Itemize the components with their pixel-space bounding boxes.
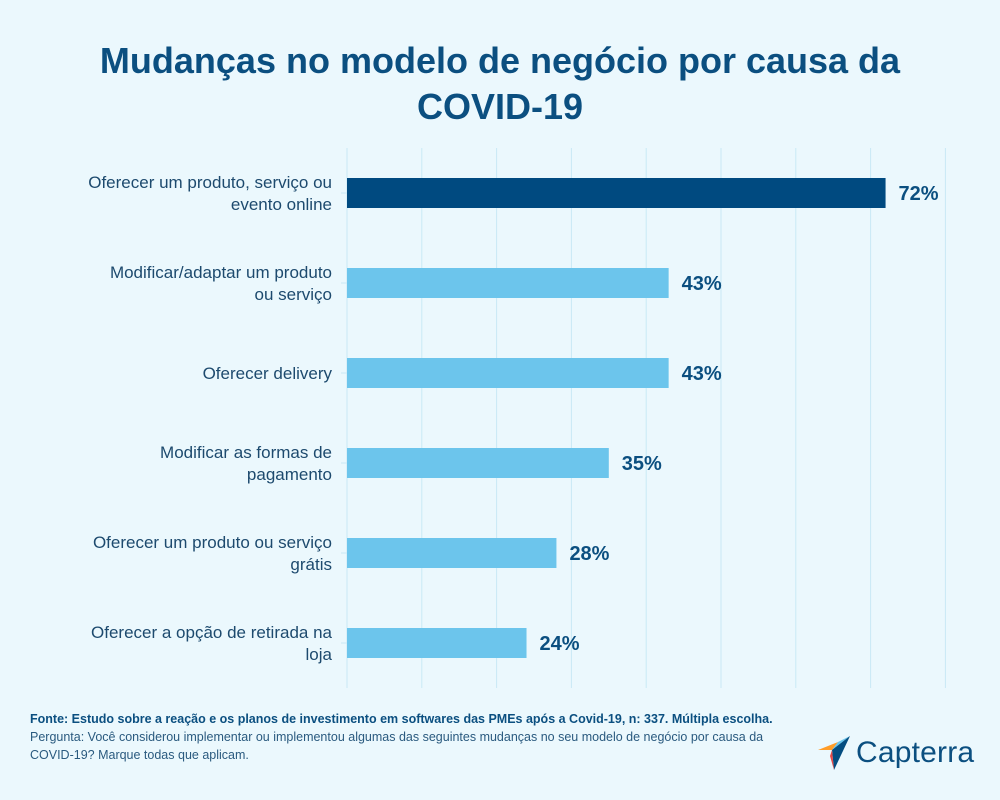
logo-text: Capterra [856, 736, 975, 769]
value-label: 24% [540, 633, 580, 655]
category-label: Oferecer delivery [203, 364, 333, 383]
chart-title: Mudanças no modelo de negócio por causa … [99, 40, 901, 127]
value-label: 28% [569, 543, 609, 565]
category-label-line: Oferecer delivery [203, 364, 333, 383]
footer: Fonte: Estudo sobre a reação e os planos… [30, 710, 790, 764]
category-label-line: ou serviço [255, 285, 332, 304]
category-label: Oferecer um produto ou serviço grátis [93, 533, 332, 574]
bar [347, 268, 669, 298]
bar [347, 178, 886, 208]
category-label-line: evento online [231, 195, 332, 214]
value-label: 72% [899, 183, 939, 205]
category-label-line: Modificar as formas de [160, 443, 332, 462]
source-note: Fonte: Estudo sobre a reação e os planos… [30, 712, 773, 726]
category-label: Oferecer um produto, serviço ou evento on… [88, 173, 332, 214]
category-label-line: Oferecer um produto, serviço ou [88, 173, 332, 192]
chart-bars [347, 178, 886, 658]
value-labels: 72% 43% 43% 35% 28% 24% [540, 183, 939, 655]
category-label-line: Modificar/adaptar um produto [110, 263, 332, 282]
category-label-line: loja [306, 645, 333, 664]
value-label: 43% [682, 273, 722, 295]
bar [347, 448, 609, 478]
bar [347, 358, 669, 388]
category-label-line: grátis [290, 555, 332, 574]
value-label: 43% [682, 363, 722, 385]
chart-grid [341, 148, 946, 688]
category-label-line: pagamento [247, 465, 332, 484]
category-labels: Oferecer um produto, serviço ou evento on… [88, 173, 332, 664]
capterra-arrow-icon [818, 736, 850, 770]
category-label-line: Oferecer um produto ou serviço [93, 533, 332, 552]
category-label-line: Oferecer a opção de retirada na [91, 623, 333, 642]
capterra-logo: Capterra [818, 736, 974, 770]
category-label: Modificar as formas de pagamento [160, 443, 332, 484]
bar [347, 538, 557, 568]
category-label: Modificar/adaptar um produto ou serviço [110, 263, 332, 304]
bar-chart: Oferecer um produto, serviço ou evento on… [88, 148, 946, 688]
category-label: Oferecer a opção de retirada na loja [91, 623, 333, 664]
value-label: 35% [622, 453, 662, 475]
bar [347, 628, 527, 658]
question-note: Pergunta: Você considerou implementar ou… [30, 730, 764, 762]
